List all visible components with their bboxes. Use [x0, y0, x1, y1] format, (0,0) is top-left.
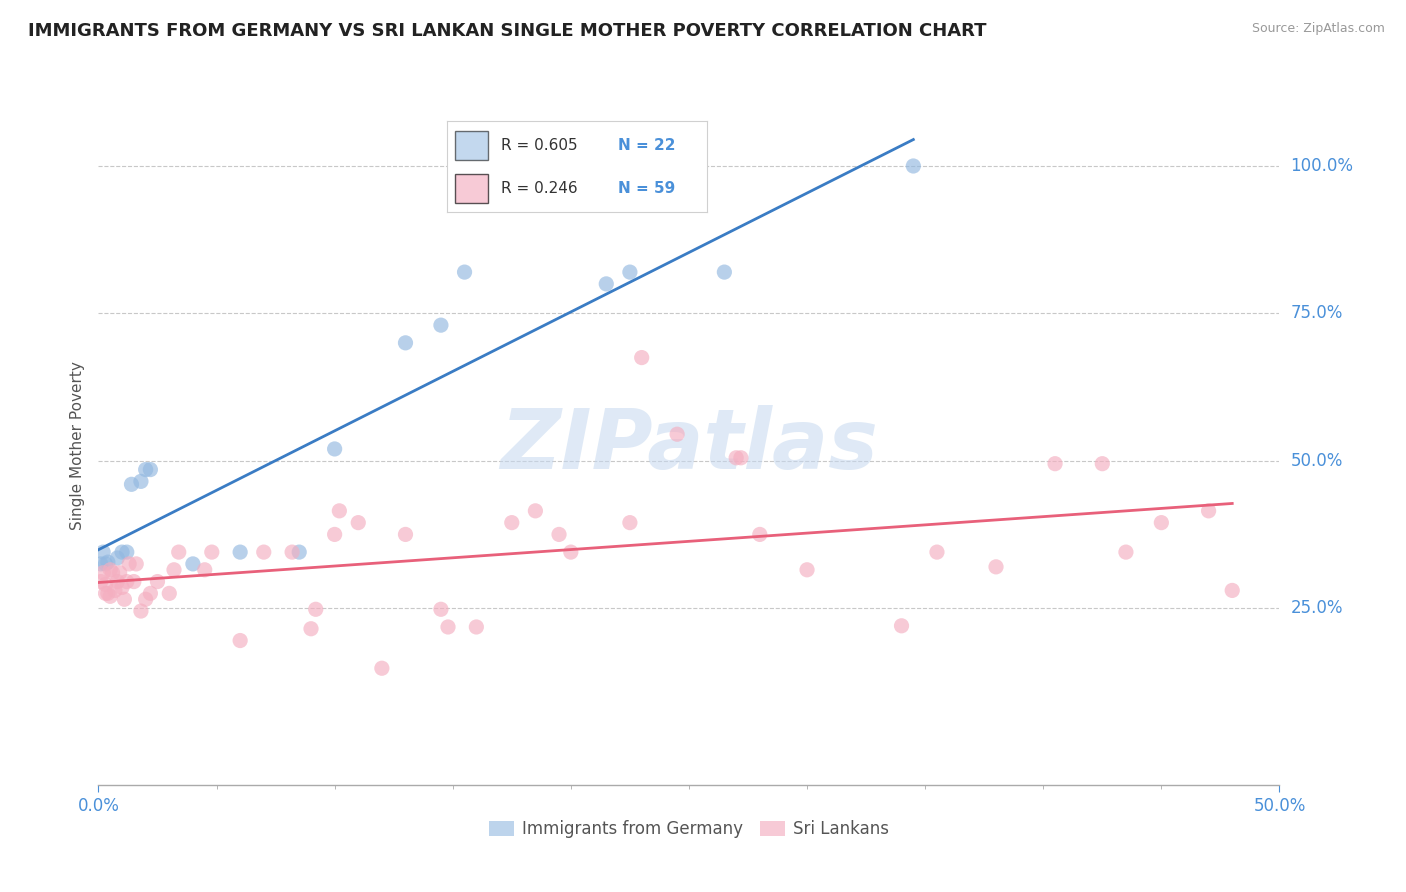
Point	[181, 557, 204, 571]
Point	[1115, 545, 1137, 559]
Point	[229, 545, 252, 559]
Point	[90, 574, 112, 589]
Point	[713, 265, 735, 279]
Point	[890, 619, 912, 633]
Point	[201, 545, 224, 559]
Point	[125, 557, 148, 571]
Point	[1198, 504, 1220, 518]
Point	[90, 557, 112, 571]
Point	[630, 351, 652, 365]
Point	[347, 516, 370, 530]
Text: 75.0%: 75.0%	[1291, 304, 1343, 322]
Point	[115, 574, 138, 589]
Text: 25.0%: 25.0%	[1291, 599, 1343, 617]
Point	[104, 583, 127, 598]
Point	[112, 592, 135, 607]
Point	[98, 563, 121, 577]
Point	[129, 604, 152, 618]
Point	[465, 620, 488, 634]
Point	[560, 545, 582, 559]
Point	[725, 450, 748, 465]
Point	[253, 545, 276, 559]
Point	[111, 581, 134, 595]
Point	[437, 620, 460, 634]
Point	[121, 477, 143, 491]
Point	[108, 566, 131, 580]
Point	[146, 574, 169, 589]
Point	[94, 586, 117, 600]
Point	[619, 516, 641, 530]
Point	[281, 545, 304, 559]
Text: 100.0%: 100.0%	[1291, 157, 1354, 175]
Text: 50.0%: 50.0%	[1291, 451, 1343, 470]
Point	[371, 661, 394, 675]
Point	[139, 586, 162, 600]
Point	[796, 563, 818, 577]
Point	[111, 545, 134, 559]
Point	[501, 516, 523, 530]
Point	[229, 633, 252, 648]
Point	[1091, 457, 1114, 471]
Point	[430, 318, 453, 333]
Point	[101, 566, 124, 580]
Point	[548, 527, 571, 541]
Point	[595, 277, 617, 291]
Point	[984, 559, 1007, 574]
Point	[1150, 516, 1173, 530]
Point	[167, 545, 190, 559]
Point	[619, 265, 641, 279]
Point	[118, 557, 141, 571]
Point	[139, 462, 162, 476]
Point	[135, 592, 157, 607]
Point	[91, 566, 114, 580]
Point	[925, 545, 948, 559]
Point	[453, 265, 475, 279]
Point	[97, 555, 120, 569]
Point	[157, 586, 180, 600]
Point	[323, 442, 346, 456]
Point	[98, 590, 121, 604]
Point	[394, 335, 416, 350]
Point	[122, 574, 145, 589]
Point	[94, 557, 117, 571]
Point	[97, 586, 120, 600]
Point	[323, 527, 346, 541]
Text: Source: ZipAtlas.com: Source: ZipAtlas.com	[1251, 22, 1385, 36]
Point	[1043, 457, 1066, 471]
Text: ZIPatlas: ZIPatlas	[501, 406, 877, 486]
Point	[163, 563, 186, 577]
Point	[115, 545, 138, 559]
Y-axis label: Single Mother Poverty: Single Mother Poverty	[69, 361, 84, 531]
Point	[105, 574, 128, 589]
Point	[135, 462, 157, 476]
Point	[328, 504, 350, 518]
Point	[129, 475, 152, 489]
Point	[394, 527, 416, 541]
Point	[305, 602, 328, 616]
Point	[194, 563, 217, 577]
Point	[288, 545, 311, 559]
Text: IMMIGRANTS FROM GERMANY VS SRI LANKAN SINGLE MOTHER POVERTY CORRELATION CHART: IMMIGRANTS FROM GERMANY VS SRI LANKAN SI…	[28, 22, 987, 40]
Point	[1220, 583, 1243, 598]
Point	[524, 504, 547, 518]
Point	[105, 551, 128, 566]
Point	[94, 577, 117, 591]
Point	[91, 545, 114, 559]
Point	[299, 622, 322, 636]
Point	[748, 527, 770, 541]
Point	[903, 159, 925, 173]
Point	[730, 450, 752, 465]
Legend: Immigrants from Germany, Sri Lankans: Immigrants from Germany, Sri Lankans	[482, 814, 896, 845]
Point	[430, 602, 453, 616]
Point	[666, 427, 689, 442]
